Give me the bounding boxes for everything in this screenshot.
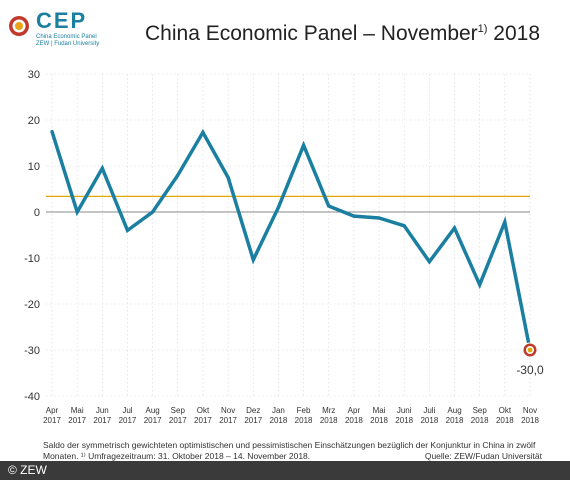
x-tick-year: 2018 <box>395 416 413 425</box>
last-value-marker-core <box>527 347 533 353</box>
data-point <box>251 258 255 262</box>
title-text: China Economic Panel – November <box>145 22 478 45</box>
series-lines <box>50 128 532 352</box>
x-tick-year: 2018 <box>471 416 489 425</box>
cep-logo: CEP China Economic Panel ZEW | Fudan Uni… <box>8 8 118 50</box>
x-tick-month: Nov <box>221 406 235 415</box>
source-note: Quelle: ZEW/Fudan Universität <box>424 451 542 461</box>
x-tick-year: 2017 <box>244 416 262 425</box>
footer-bar: © ZEW <box>0 461 570 480</box>
footnote-line-2: Monaten. ¹⁾ Umfragezeitraum: 31. Oktober… <box>43 451 311 461</box>
footnote-line-1: Saldo der symmetrisch gewichteten optimi… <box>43 440 536 450</box>
x-tick-year: 2018 <box>446 416 464 425</box>
x-tick-month: Nov <box>523 406 537 415</box>
data-point <box>201 130 205 135</box>
y-tick-label: 0 <box>34 207 40 219</box>
x-axis-ticks: Apr2017Mai2017Jun2017Jul2017Aug2017Sep20… <box>43 406 539 425</box>
annotations: -30,0 <box>516 342 544 377</box>
data-point <box>352 214 356 218</box>
x-tick-month: Jan <box>272 406 285 415</box>
data-point <box>402 224 406 228</box>
data-point <box>377 216 381 220</box>
x-tick-month: Aug <box>146 406 160 415</box>
logo-text: CEP <box>36 8 88 33</box>
data-point <box>478 283 482 287</box>
x-tick-month: Mai <box>71 406 84 415</box>
data-point <box>503 220 507 224</box>
x-tick-year: 2017 <box>119 416 137 425</box>
data-point <box>125 228 130 232</box>
y-axis-ticks: 30 20 10 0 -10 -20 -30 -40 <box>24 69 40 403</box>
x-tick-month: Okt <box>499 406 512 415</box>
x-tick-month: Juni <box>397 406 412 415</box>
x-tick-year: 2018 <box>295 416 313 425</box>
x-tick-year: 2017 <box>144 416 162 425</box>
copyright-text: © ZEW <box>8 463 47 477</box>
x-tick-year: 2018 <box>420 416 438 425</box>
data-point <box>100 166 104 170</box>
logo-emblem-icon <box>9 16 29 36</box>
x-tick-month: Feb <box>297 406 311 415</box>
x-tick-year: 2017 <box>169 416 187 425</box>
x-tick-year: 2017 <box>93 416 111 425</box>
x-tick-year: 2018 <box>496 416 514 425</box>
y-tick-label: -20 <box>24 299 40 311</box>
x-tick-month: Mrz <box>322 406 335 415</box>
x-tick-year: 2018 <box>320 416 338 425</box>
x-tick-year: 2017 <box>219 416 237 425</box>
x-tick-month: Sep <box>171 406 186 415</box>
x-tick-month: Mai <box>373 406 386 415</box>
data-point <box>226 175 230 180</box>
x-tick-year: 2018 <box>270 416 288 425</box>
data-point <box>176 173 180 177</box>
y-tick-label: -10 <box>24 253 40 265</box>
logo-subtitle-2: ZEW | Fudan University <box>36 41 100 47</box>
title-footnote-mark: 1) <box>477 23 488 35</box>
x-tick-year: 2018 <box>521 416 539 425</box>
footnote: Saldo der symmetrisch gewichteten optimi… <box>43 440 553 462</box>
reference-lines <box>46 195 530 213</box>
data-point <box>427 260 431 264</box>
data-point <box>151 210 155 214</box>
x-tick-month: Jun <box>96 406 109 415</box>
x-tick-year: 2018 <box>345 416 363 425</box>
y-tick-label: 20 <box>28 115 40 127</box>
data-point <box>452 226 457 230</box>
x-tick-year: 2017 <box>68 416 86 425</box>
x-tick-month: Apr <box>46 406 59 415</box>
data-point <box>50 129 54 134</box>
data-point <box>327 204 331 208</box>
x-tick-month: Apr <box>348 406 361 415</box>
y-tick-label: -30 <box>24 345 40 357</box>
y-tick-label: 10 <box>28 161 40 173</box>
data-point <box>276 205 281 209</box>
series-line <box>50 128 532 351</box>
y-tick-label: 30 <box>28 69 40 81</box>
y-tick-label: -40 <box>24 391 40 403</box>
x-tick-month: Dez <box>246 406 260 415</box>
logo-subtitle-1: China Economic Panel <box>36 34 97 40</box>
last-value-label: -30,0 <box>516 363 544 377</box>
x-tick-month: Juli <box>423 406 435 415</box>
x-tick-year: 2017 <box>194 416 212 425</box>
x-tick-year: 2017 <box>43 416 61 425</box>
x-tick-month: Jul <box>122 406 132 415</box>
x-tick-month: Sep <box>473 406 488 415</box>
x-tick-month: Okt <box>197 406 210 415</box>
x-tick-month: Aug <box>447 406 461 415</box>
x-tick-year: 2018 <box>370 416 388 425</box>
chart-title: China Economic Panel – November1) 2018 <box>145 22 540 46</box>
data-point <box>301 143 306 147</box>
data-point <box>75 210 79 214</box>
title-year: 2018 <box>487 22 541 45</box>
